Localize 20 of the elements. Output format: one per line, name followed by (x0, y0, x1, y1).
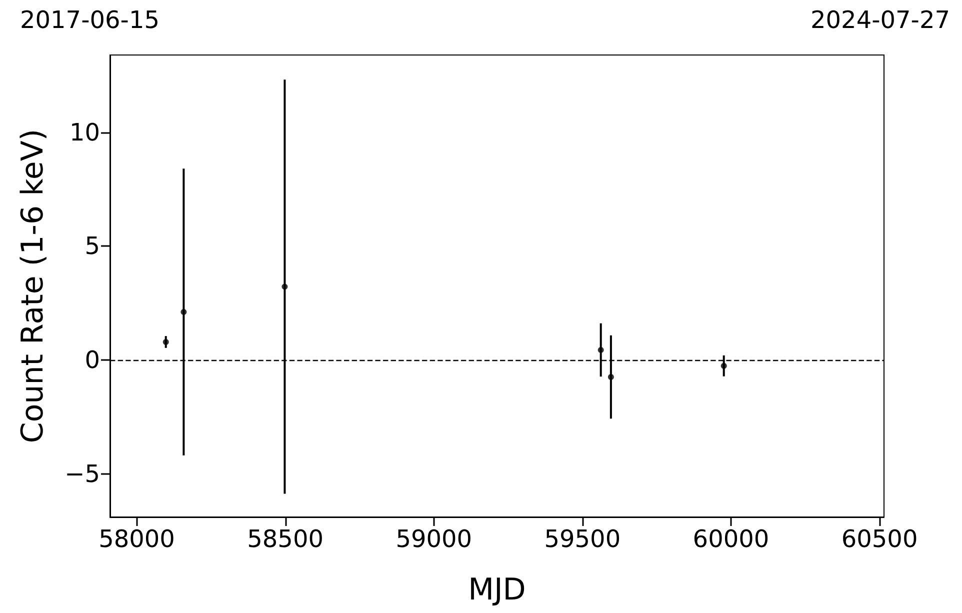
x-axis-title: MJD (468, 572, 526, 608)
y-tick-label: 10 (69, 118, 100, 146)
x-tick-label: 58000 (98, 525, 175, 553)
y-tick-label: −5 (64, 460, 100, 488)
y-tick-label: 5 (84, 232, 100, 260)
point (162, 338, 169, 345)
y-axis-title: Count Rate (1-6 keV) (16, 128, 50, 444)
y-tick-label: 0 (84, 346, 100, 374)
point (598, 346, 604, 353)
x-tick-label: 59500 (544, 525, 621, 553)
x-tick-label: 60000 (692, 525, 770, 553)
x-tick-label: 58500 (247, 525, 324, 553)
point (720, 362, 727, 369)
x-tick-label: 60500 (841, 525, 918, 553)
point (282, 284, 288, 290)
text: 2024-07-27 (810, 6, 950, 34)
point (180, 308, 187, 315)
text: 2017-06-15 (20, 6, 160, 34)
x-tick-label: 59000 (396, 525, 472, 553)
point (608, 374, 614, 380)
